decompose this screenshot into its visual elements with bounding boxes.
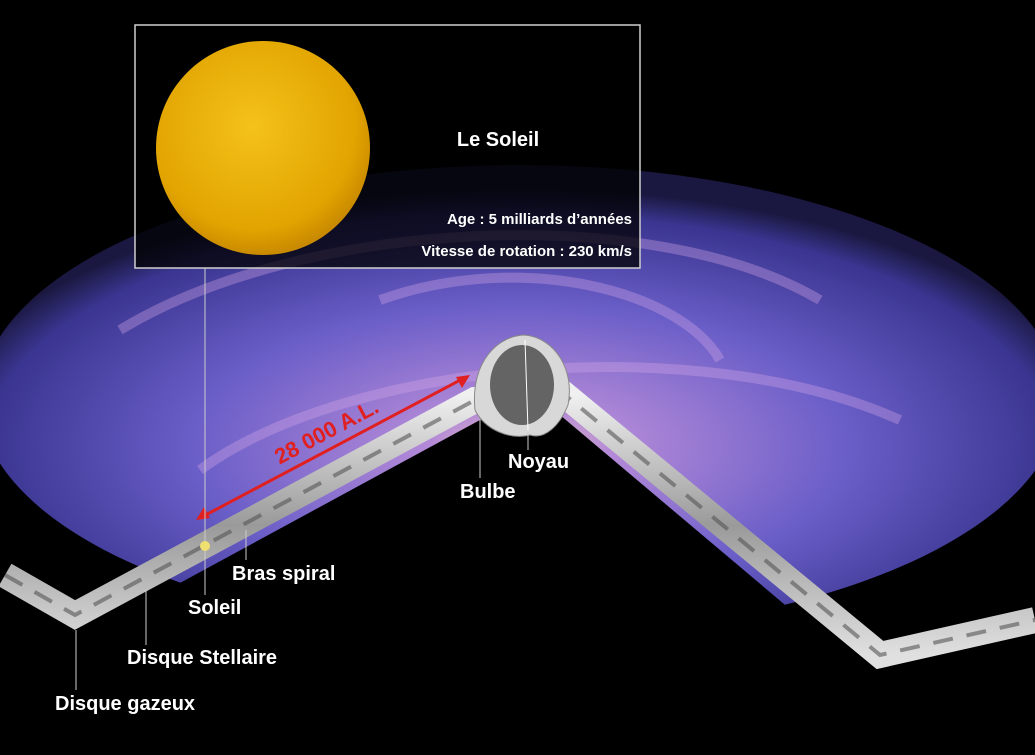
stellar-disk-label: Disque Stellaire — [127, 647, 277, 669]
galaxy-diagram: 28 000 A.L. Le Soleil Age : 5 milliards … — [0, 0, 1035, 755]
sun-label: Soleil — [188, 597, 241, 619]
inset-age: Age : 5 milliards d’années — [447, 211, 632, 228]
core — [490, 345, 554, 425]
core-label: Noyau — [508, 451, 569, 473]
page: {"inset": {"title": "Le Soleil", "age": … — [0, 0, 1035, 755]
sun-position — [200, 541, 210, 551]
arm-label: Bras spiral — [232, 563, 335, 585]
bulge-label: Bulbe — [460, 481, 516, 503]
gas-disk-label: Disque gazeux — [55, 693, 195, 715]
sun — [156, 41, 370, 255]
inset-speed: Vitesse de rotation : 230 km/s — [421, 243, 632, 260]
inset-title: Le Soleil — [457, 129, 539, 151]
